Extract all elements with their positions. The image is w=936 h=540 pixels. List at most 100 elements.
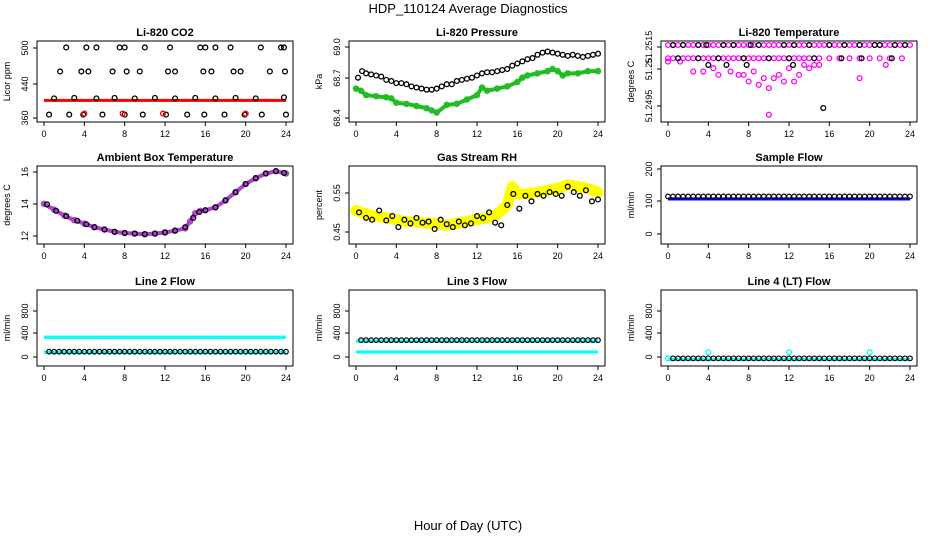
- x-tick-label: 20: [553, 251, 563, 261]
- y-axis-label: ml/min: [626, 192, 636, 219]
- panel-title: Li-820 Temperature: [739, 27, 840, 39]
- data-point: [53, 207, 60, 214]
- data-point: [720, 55, 727, 62]
- data-point: [664, 41, 672, 49]
- x-tick-label: 0: [353, 373, 358, 383]
- x-tick-label: 16: [200, 129, 210, 139]
- data-point: [116, 44, 123, 51]
- series-line4-cyan-spikes: [705, 349, 873, 356]
- data-point: [208, 68, 215, 75]
- y-tick-label: 0.45: [332, 223, 342, 241]
- data-point: [534, 70, 541, 77]
- data-point: [745, 55, 752, 62]
- data-point: [595, 337, 601, 344]
- data-point: [544, 67, 551, 75]
- plot-frame: [36, 289, 294, 367]
- data-trace: [354, 66, 600, 115]
- data-point: [685, 55, 692, 62]
- data-point: [443, 221, 450, 228]
- data-point: [509, 183, 516, 190]
- data-point: [755, 81, 762, 88]
- y-tick-label: 200: [644, 161, 654, 176]
- data-point: [131, 95, 138, 102]
- data-point: [403, 81, 410, 88]
- x-tick-label: 16: [512, 373, 522, 383]
- data-point: [564, 52, 571, 59]
- y-axis-label: ml/min: [314, 315, 324, 342]
- data-band: [44, 350, 286, 354]
- data-point: [74, 217, 81, 224]
- y-tick-label: 440: [20, 76, 30, 91]
- data-point: [546, 189, 553, 196]
- data-point: [151, 230, 158, 237]
- data-point: [413, 84, 420, 91]
- data-point: [222, 197, 229, 204]
- plot-frame: [660, 165, 918, 245]
- data-point: [85, 68, 92, 75]
- series-co2-red-dots: [81, 110, 249, 117]
- data-point: [492, 219, 499, 226]
- x-tick-label: 20: [865, 251, 875, 261]
- y-tick-label: 51.2515: [644, 31, 654, 64]
- data-point: [162, 111, 170, 118]
- data-point: [886, 41, 893, 49]
- x-tick-label: 4: [82, 251, 87, 261]
- data-point: [241, 111, 248, 118]
- series-pressure-green: [352, 65, 602, 116]
- x-tick-label: 8: [746, 251, 751, 261]
- data-point: [258, 111, 265, 118]
- data-point: [594, 50, 602, 57]
- x-tick-label: 4: [82, 129, 87, 139]
- panel-0: Li-820 CO2 Licor ppm 0 4 8 12 16 20 24 360 440 500: [2, 27, 294, 139]
- data-point: [257, 44, 264, 51]
- data-point: [906, 41, 914, 49]
- series-line4-cyan: [668, 358, 910, 362]
- x-tick-label: 20: [865, 129, 875, 139]
- data-point: [715, 71, 722, 78]
- data-point: [816, 61, 823, 68]
- x-tick-label: 4: [706, 373, 711, 383]
- data-point: [664, 58, 672, 65]
- data-point: [534, 188, 541, 196]
- y-tick-label: 800: [20, 303, 30, 318]
- x-tick-label: 4: [82, 373, 87, 383]
- x-tick-label: 4: [394, 373, 399, 383]
- data-point: [801, 55, 808, 62]
- data-point: [594, 188, 602, 196]
- data-point: [164, 68, 172, 75]
- data-point: [514, 190, 521, 198]
- data-point: [453, 77, 460, 85]
- data-point: [558, 192, 565, 199]
- data-point: [720, 41, 727, 49]
- data-point: [362, 210, 370, 218]
- series-co2-high: [63, 44, 288, 51]
- data-point: [821, 41, 828, 49]
- data-point: [755, 41, 762, 49]
- panel-title: Line 4 (LT) Flow: [748, 276, 831, 288]
- panel-title: Ambient Box Temperature: [97, 152, 234, 164]
- main-title: HDP_110124 Average Diagnostics: [368, 1, 568, 16]
- y-tick-label: 360: [20, 110, 30, 125]
- data-point: [539, 49, 546, 56]
- data-point: [419, 219, 426, 226]
- data-point: [418, 85, 425, 92]
- data-point: [549, 49, 556, 56]
- data-point: [881, 41, 888, 49]
- data-point: [882, 61, 889, 68]
- data-point: [549, 65, 556, 73]
- data-point: [467, 220, 475, 227]
- data-point: [514, 78, 521, 86]
- y-tick-label: 800: [332, 303, 342, 318]
- data-point: [280, 94, 288, 101]
- data-point: [43, 201, 51, 208]
- data-point: [725, 55, 732, 62]
- y-tick-label: 0.55: [332, 184, 342, 202]
- data-point: [111, 228, 118, 235]
- data-point: [463, 96, 471, 103]
- panel-title: Gas Stream RH: [437, 152, 517, 164]
- data-point: [715, 41, 722, 49]
- data-point: [111, 94, 118, 101]
- data-point: [703, 41, 710, 49]
- data-point: [283, 348, 289, 355]
- data-point: [559, 51, 566, 58]
